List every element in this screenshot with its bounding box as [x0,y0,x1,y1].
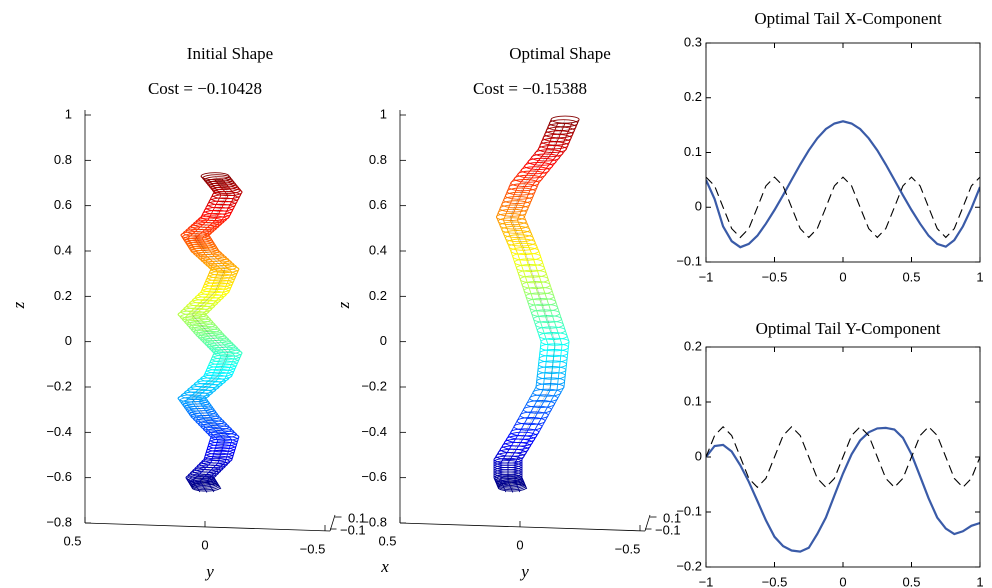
z-tick-label: −0.8 [361,514,387,529]
panel-title: Initial Shape [187,44,273,63]
mesh-line [523,436,525,439]
y-tick-label: 0.2 [684,338,702,353]
y-tick-label: 0 [201,537,208,552]
mesh-line [561,345,562,351]
series-line [706,428,980,552]
mesh-line [540,322,542,328]
cost-label: Cost = −0.10428 [148,79,262,98]
y-tick-label: 0 [516,537,523,552]
z-tick-label: −0.6 [361,469,387,484]
mesh-line [525,277,527,283]
y-tick-label: −0.1 [676,253,702,268]
y-axis-label: y [519,562,529,581]
mesh-line [560,356,561,362]
mesh-line [559,367,560,373]
z-tick-label: −0.4 [361,424,387,439]
mesh-line [552,149,554,153]
z-tick-label: 0.2 [54,288,72,303]
cost-label: Cost = −0.15388 [473,79,587,98]
y-tick-label: 0 [695,199,702,214]
y-tick-label: 0.1 [684,144,702,159]
y-tick-label: 0.5 [63,533,81,548]
z-axis-label: z [334,301,353,309]
mesh-line [539,316,541,322]
panel-title: Optimal Tail X-Component [754,9,942,28]
mesh-line [557,384,558,390]
series-line [706,121,980,247]
mesh-line [518,254,520,260]
x-tick-label: 1 [976,574,983,588]
mesh-line [521,439,523,442]
x-tick-label: 0 [839,269,846,284]
z-tick-label: −0.8 [46,514,72,529]
x-tick-label: 0 [839,574,846,588]
mesh-line [520,260,522,266]
z-tick-label: 0.6 [369,197,387,212]
mesh-line [560,362,561,368]
x-tick-label: −0.5 [762,269,788,284]
mesh-line [544,333,546,339]
z-tick-label: −0.2 [46,378,72,393]
mesh-line [542,328,544,334]
z-tick-label: 0.6 [54,197,72,212]
mesh-line [514,449,516,452]
mesh-line [527,282,529,288]
z-tick-label: 0 [65,333,72,348]
series-line [706,177,980,237]
z-tick-label: −0.4 [46,424,72,439]
mesh-line [529,288,531,294]
y-tick-label: −0.5 [615,541,641,556]
mesh-line [558,373,559,379]
y-tick-label: 0.2 [684,89,702,104]
mesh-line [535,305,537,311]
y-tick-label: 0.5 [378,533,396,548]
x-tick-label: −1 [699,574,714,588]
y-tick-label: 0 [695,448,702,463]
z-tick-label: 0.8 [369,152,387,167]
y-tick-label: −0.2 [676,558,702,573]
mesh-line [516,446,518,449]
x-tick-label: 0.5 [902,574,920,588]
x-tick-label: −1 [699,269,714,284]
z-tick-label: 1 [380,106,387,121]
panel-title: Optimal Tail Y-Component [756,319,941,338]
x-tick-label: 0.5 [902,269,920,284]
z-tick-label: 0.2 [369,288,387,303]
z-tick-label: 1 [65,106,72,121]
x-axis-label: x [380,557,389,576]
y-tick-label: 0.3 [684,34,702,49]
y-tick-label: 0.1 [684,393,702,408]
z-tick-label: 0 [380,333,387,348]
z-tick-label: −0.2 [361,378,387,393]
mesh-line [522,265,524,271]
mesh-line [512,453,514,456]
z-tick-label: 0.8 [54,152,72,167]
mesh-line [537,311,539,317]
mesh-line [519,443,521,446]
mesh-line [533,299,535,305]
floor-axis [400,523,645,531]
y-tick-label: −0.1 [676,503,702,518]
z-tick-label: −0.6 [46,469,72,484]
x-tick-label: 1 [976,269,983,284]
panel-title: Optimal Shape [509,44,611,63]
y-axis-label: y [204,562,214,581]
z-tick-label: 0.4 [54,242,72,257]
mesh-line [523,271,525,277]
mesh-line [561,350,562,356]
figure: Initial Shape Cost = −0.10428 z −0.8 −0.6 −0.… [0,0,992,588]
floor-axis [85,523,330,531]
z-axis-label: z [9,301,28,309]
x-tick-label: −0.1 [655,522,681,537]
z-tick-label: 0.4 [369,242,387,257]
x-tick-label: −0.5 [762,574,788,588]
mesh-line [531,294,533,300]
y-tick-label: −0.5 [300,541,326,556]
mesh-line [558,379,559,385]
plot-frame [706,43,980,262]
